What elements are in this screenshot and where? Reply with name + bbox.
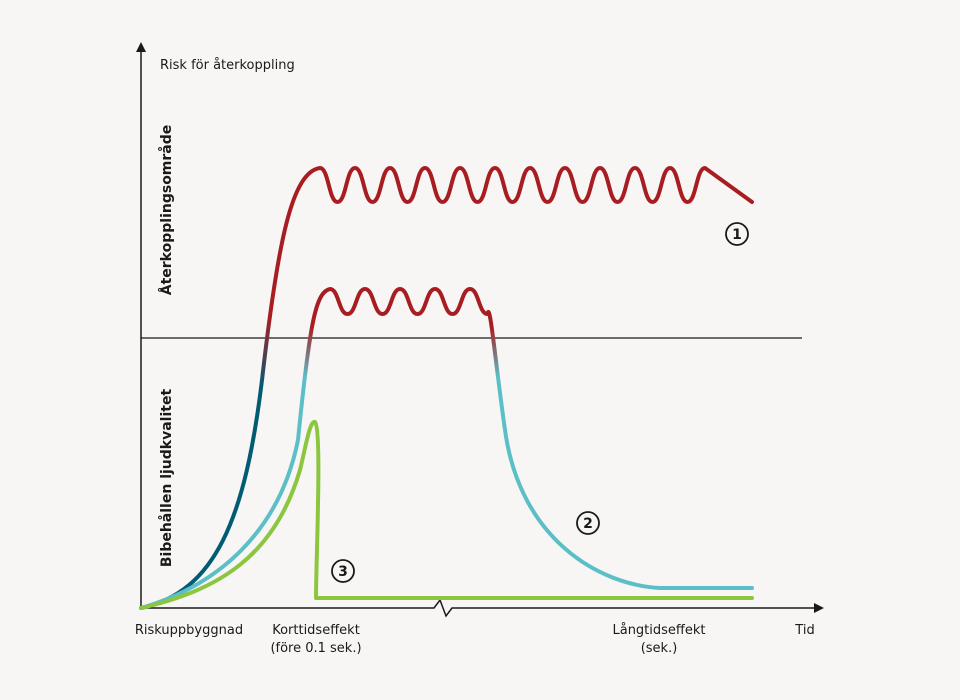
x-axis-arrow (814, 603, 824, 613)
x-tick-label-risk: Riskuppbyggnad (135, 623, 243, 638)
series-3-badge-label: 3 (338, 564, 348, 580)
series (139, 166, 754, 610)
x-tick-label-long-sub: (sek.) (641, 641, 678, 656)
series-1-badge: 1 (725, 222, 749, 246)
series-3-line (139, 420, 754, 610)
y-axis-label: Risk för återkoppling (160, 58, 295, 73)
x-axis (141, 598, 815, 618)
series-1-badge-label: 1 (732, 227, 742, 243)
x-tick-label-short-sub: (före 0.1 sek.) (270, 641, 361, 656)
x-axis-label: Tid (794, 623, 814, 638)
series-2-line (139, 287, 754, 610)
region-label-feedback: Återkopplingsområde (158, 125, 175, 296)
series-2-badge-label: 2 (583, 516, 593, 532)
x-tick-label-short: Korttidseffekt (272, 623, 360, 638)
axes (136, 42, 824, 618)
y-axis-arrow (136, 42, 146, 52)
series-3-badge: 3 (331, 559, 355, 583)
series-2-badge: 2 (576, 511, 600, 535)
x-tick-label-long: Långtidseffekt (612, 623, 705, 638)
series-1-line (139, 166, 754, 610)
region-label-quality: Bibehållen ljudkvalitet (158, 389, 175, 568)
